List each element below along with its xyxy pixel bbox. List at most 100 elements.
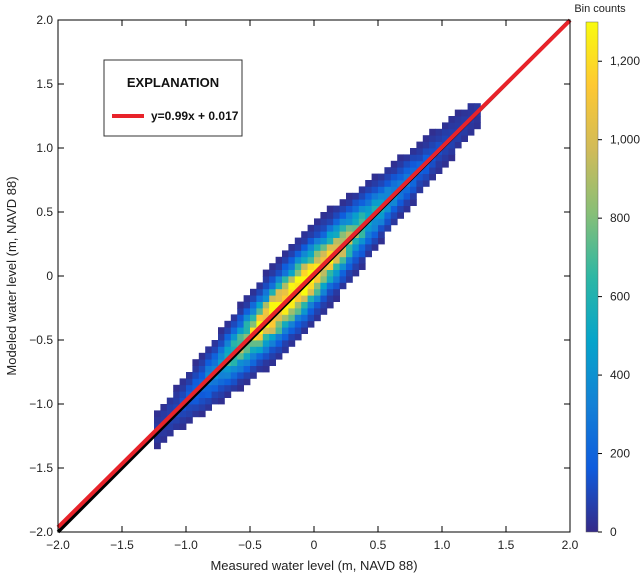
heatmap-cell — [384, 173, 392, 181]
heatmap-cell — [192, 378, 200, 386]
heatmap-cell — [333, 212, 340, 219]
heatmap-cell — [403, 154, 411, 162]
heatmap-cell — [250, 359, 257, 366]
heatmap-cell — [218, 378, 225, 386]
heatmap-cell — [269, 340, 276, 347]
heatmap-cell — [333, 231, 340, 238]
heatmap-cell — [230, 320, 238, 328]
heatmap-cell — [256, 365, 264, 373]
y-tick-label: 1.5 — [36, 77, 53, 91]
heatmap-cell — [294, 256, 302, 264]
heatmap-cell — [301, 301, 308, 309]
heatmap-cell — [314, 231, 321, 238]
heatmap-cell — [307, 308, 315, 315]
x-tick-label: 2.0 — [562, 538, 579, 552]
heatmap-cell — [314, 301, 321, 309]
heatmap-cell — [346, 199, 353, 206]
heatmap-cell — [442, 154, 449, 162]
heatmap-cell — [333, 205, 340, 213]
heatmap-cell — [314, 314, 321, 322]
heatmap-cell — [256, 320, 264, 328]
colorbar-ramp — [585, 21, 599, 533]
heatmap-cell — [224, 320, 232, 328]
colorbar-tick-label: 400 — [610, 368, 630, 382]
heatmap-cell — [307, 256, 315, 264]
heatmap-cell — [301, 327, 308, 334]
heatmap-cell — [243, 346, 251, 354]
heatmap-cell — [422, 167, 430, 174]
heatmap-cell — [205, 397, 212, 405]
fit-lines — [56, 18, 572, 534]
heatmap-cell — [397, 154, 404, 162]
heatmap-cell — [275, 327, 283, 334]
y-tick-label: 1.0 — [36, 141, 53, 155]
heatmap-cell — [218, 346, 225, 354]
heatmap-cell — [294, 301, 302, 309]
heatmap-cell — [301, 295, 308, 302]
heatmap-cell — [365, 205, 372, 213]
x-axis-title: Measured water level (m, NAVD 88) — [210, 558, 417, 573]
heatmap-cell — [352, 263, 360, 270]
heatmap-cell — [320, 244, 328, 251]
heatmap-cell — [397, 173, 404, 181]
heatmap-cell — [282, 295, 289, 302]
heatmap-cell — [474, 116, 481, 123]
heatmap-cell — [378, 224, 385, 232]
x-tick-label: 1.5 — [498, 538, 515, 552]
heatmap-cell — [326, 212, 334, 219]
heatmap-cell — [384, 224, 392, 232]
heatmap-cell — [467, 103, 475, 110]
heatmap-cell — [243, 378, 251, 386]
heatmap-cell — [339, 231, 347, 238]
heatmap-cell — [320, 237, 328, 245]
heatmap-cell — [352, 244, 360, 251]
heatmap-cell — [378, 199, 385, 206]
heatmap-cell — [358, 199, 366, 206]
heatmap-cell — [275, 288, 283, 296]
heatmap-cell — [326, 218, 334, 226]
heatmap-cell — [384, 167, 392, 174]
y-tick-label: −2.0 — [29, 525, 53, 539]
heatmap-cell — [230, 359, 238, 366]
heatmap-cell — [448, 148, 456, 155]
heatmap-cell — [256, 333, 264, 341]
heatmap-cell — [314, 263, 321, 270]
heatmap-cell — [333, 269, 340, 277]
heatmap-cell — [243, 308, 251, 315]
heatmap-cell — [243, 333, 251, 341]
heatmap-cell — [288, 340, 296, 347]
heatmap-cell — [301, 237, 308, 245]
heatmap-cell — [237, 372, 244, 379]
heatmap-cell — [275, 346, 283, 354]
heatmap-cell — [352, 218, 360, 226]
heatmap-cell — [339, 224, 347, 232]
heatmap-cell — [262, 346, 270, 354]
heatmap-cell — [224, 327, 232, 334]
heatmap-cell — [429, 160, 436, 168]
heatmap-cell — [435, 167, 443, 174]
heatmap-cell — [275, 282, 283, 290]
heatmap-cell — [416, 186, 424, 194]
heatmap-cell — [320, 269, 328, 277]
heatmap-cell — [307, 224, 315, 232]
heatmap-cell — [262, 276, 270, 283]
heatmap-cell — [410, 167, 417, 174]
heatmap-cell — [314, 276, 321, 283]
heatmap-cell — [282, 314, 289, 322]
heatmap-cell — [416, 160, 424, 168]
heatmap-cell — [320, 282, 328, 290]
heatmap-cell — [237, 314, 244, 322]
heatmap-cell — [224, 352, 232, 360]
colorbar-tick-label: 600 — [610, 290, 630, 304]
heatmap-cell — [442, 160, 449, 168]
heatmap-cell — [301, 244, 308, 251]
x-tick-label: −1.5 — [110, 538, 134, 552]
heatmap-cell — [250, 295, 257, 302]
heatmap-cell — [262, 282, 270, 290]
heatmap-cell — [288, 308, 296, 315]
heatmap-cell — [416, 173, 424, 181]
heatmap-cell — [160, 410, 168, 418]
heatmap-cell — [179, 378, 187, 386]
heatmap-cell — [454, 122, 462, 130]
heatmap-cell — [198, 359, 206, 366]
